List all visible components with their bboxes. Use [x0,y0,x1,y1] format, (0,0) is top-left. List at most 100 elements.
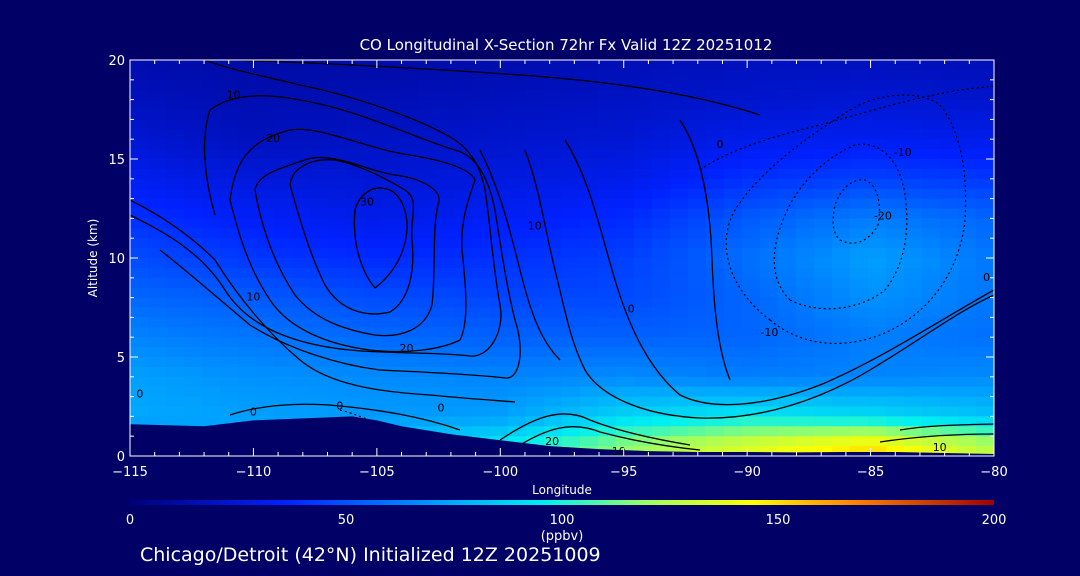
heat-cell [436,188,455,200]
heat-cell [238,267,257,279]
heat-cell [814,357,833,368]
heat-cell [814,258,833,269]
heat-cell [580,426,599,437]
heat-cell [580,69,599,81]
heat-cell [742,198,761,210]
heat-cell [310,178,329,190]
heat-cell [886,287,905,299]
heat-cell [922,307,941,318]
heat-cell [742,287,761,299]
heat-cell [328,267,347,279]
heat-cell [544,89,563,101]
heat-cell [220,139,239,150]
contour-label: 20 [545,435,559,448]
heat-cell [652,89,671,101]
heat-cell [850,287,869,299]
heat-cell [958,129,977,140]
heat-cell [544,396,563,408]
heat-cell [220,149,239,160]
heat-cell [400,208,419,219]
heat-cell [706,198,725,210]
heat-cell [832,386,851,398]
heat-cell [526,307,545,318]
x-tick-label: −105 [359,465,395,480]
contour-line [499,413,691,446]
heat-cell [238,406,257,417]
heat-cell [148,69,167,81]
heat-cell [796,386,815,398]
heat-cell [202,347,221,358]
heat-cell [706,69,725,81]
heat-cell [652,357,671,368]
heat-cell [202,228,221,239]
heat-cell [508,287,527,299]
heat-cell [562,129,581,140]
heat-cell [274,248,293,259]
heat-cell [832,168,851,180]
heat-cell [706,258,725,269]
heat-cell [490,178,509,190]
heat-cell [310,79,329,91]
heat-cell [724,287,743,299]
heat-cell [832,248,851,259]
heat-cell [616,208,635,219]
heat-cell [508,149,527,160]
heat-cell [562,178,581,190]
heat-cell [562,149,581,160]
heat-cell [580,267,599,279]
heat-cell [814,287,833,299]
heat-cell [868,287,887,299]
heat-cell [418,327,437,338]
heat-cell [436,168,455,180]
heat-cell [472,218,491,229]
heat-cell [742,228,761,239]
heat-cell [238,159,257,170]
heat-cell [850,198,869,210]
heat-cell [976,248,994,259]
heat-cell [706,366,725,378]
heat-cell [598,89,617,101]
heat-cell [328,277,347,289]
heat-cell [652,218,671,229]
heat-cell [580,119,599,130]
heat-cell [202,258,221,269]
heat-cell [148,416,167,427]
heat-cell [976,188,994,200]
heat-cell [886,406,905,417]
heat-cell [778,238,797,249]
heat-cell [202,99,221,111]
heat-cell [616,327,635,338]
x-tick-label: −80 [980,465,1007,480]
heat-cell [310,89,329,101]
heat-cell [508,79,527,91]
heat-cell [328,198,347,210]
heat-cell [778,277,797,289]
heat-cell [634,307,653,318]
heat-cell [454,89,473,101]
heat-cell [868,129,887,140]
heat-cell [742,248,761,259]
heat-cell [544,248,563,259]
heat-cell [544,416,563,427]
heat-cell [490,139,509,150]
heat-cell [904,258,923,269]
heat-cell [562,79,581,91]
heat-cell [724,218,743,229]
contour-label: 20 [266,132,280,145]
heat-cell [850,366,869,378]
heat-cell [346,139,365,150]
heat-cell [598,159,617,170]
heat-cell [688,446,707,456]
heat-cell [814,99,833,111]
heat-cell [364,218,383,229]
heat-cell [796,317,815,328]
heat-cell [652,406,671,417]
heat-cell [814,317,833,328]
heat-cell [598,139,617,150]
heat-cell [328,218,347,229]
heat-cell [292,317,311,328]
heat-cell [328,129,347,140]
heat-cell [526,396,545,408]
heat-cell [850,396,869,408]
